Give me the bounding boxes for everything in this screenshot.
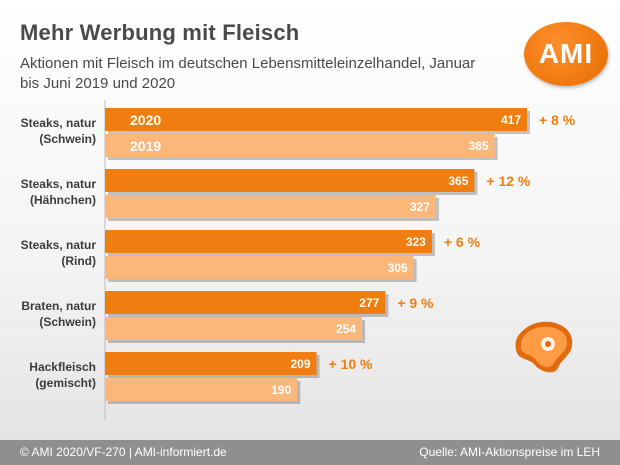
bar-2019 [105,256,414,279]
change-label: + 10 % [329,356,374,372]
bar-2020 [105,291,386,314]
bar-2019 [105,378,298,401]
category-label-line: Braten, natur [21,299,96,313]
category-label-line: (gemischt) [35,376,96,390]
bar-value-label: 385 [469,139,489,153]
bar-chart: Steaks, natur (Schwein) 417 2020 385 2019 + 8 … [21,100,576,420]
bar-value-label: 323 [406,235,426,249]
category-label-line: Steaks, natur [21,177,97,191]
category-label-line: Steaks, natur [21,116,97,130]
category-label-line: Hackfleisch [29,360,96,374]
change-label: + 6 % [444,234,481,250]
bar-2020 [105,169,475,192]
logo-text: AMI [538,38,594,69]
category-label: Steaks, natur (Rind) [21,238,97,268]
category-label-line: (Hähnchen) [30,193,96,207]
bar-value-label: 417 [501,113,521,127]
bar-value-label: 190 [271,383,291,397]
bar-2019 [105,317,363,340]
footer-copyright: © AMI 2020/VF-270 | AMI-informiert.de [20,445,227,459]
category-label: Steaks, natur (Schwein) [21,116,97,146]
footer-bar: © AMI 2020/VF-270 | AMI-informiert.de Qu… [0,440,620,465]
bar-2020 [105,108,527,131]
bar-2019 [105,134,495,157]
page-subtitle: Aktionen mit Fleisch im deutschen Lebens… [20,55,476,92]
bar-value-label: 277 [359,296,379,310]
bar-value-label: 305 [388,261,408,275]
bar-value-label: 327 [410,200,430,214]
bar-2020 [105,230,432,253]
category-label-line: (Schwein) [39,315,96,329]
change-label: + 9 % [397,295,434,311]
bar-value-label: 209 [290,357,310,371]
bar-2019 [105,195,436,218]
category-label-line: (Rind) [61,254,96,268]
category-label: Braten, natur (Schwein) [21,299,96,329]
legend-label-2019: 2019 [130,138,161,154]
footer-source: Quelle: AMI-Aktionspreise im LEH [419,445,600,459]
change-label: + 8 % [539,112,576,128]
bar-2020 [105,352,317,375]
ami-logo: AMI [524,22,608,86]
legend-label-2020: 2020 [130,112,161,128]
category-label: Steaks, natur (Hähnchen) [21,177,97,207]
bar-value-label: 254 [336,322,356,336]
page-title: Mehr Werbung mit Fleisch [20,20,300,45]
category-label: Hackfleisch (gemischt) [29,360,96,390]
steak-icon [515,321,573,373]
change-label: + 12 % [486,173,531,189]
category-label-line: (Schwein) [39,132,96,146]
bar-value-label: 365 [448,174,468,188]
category-label-line: Steaks, natur [21,238,97,252]
